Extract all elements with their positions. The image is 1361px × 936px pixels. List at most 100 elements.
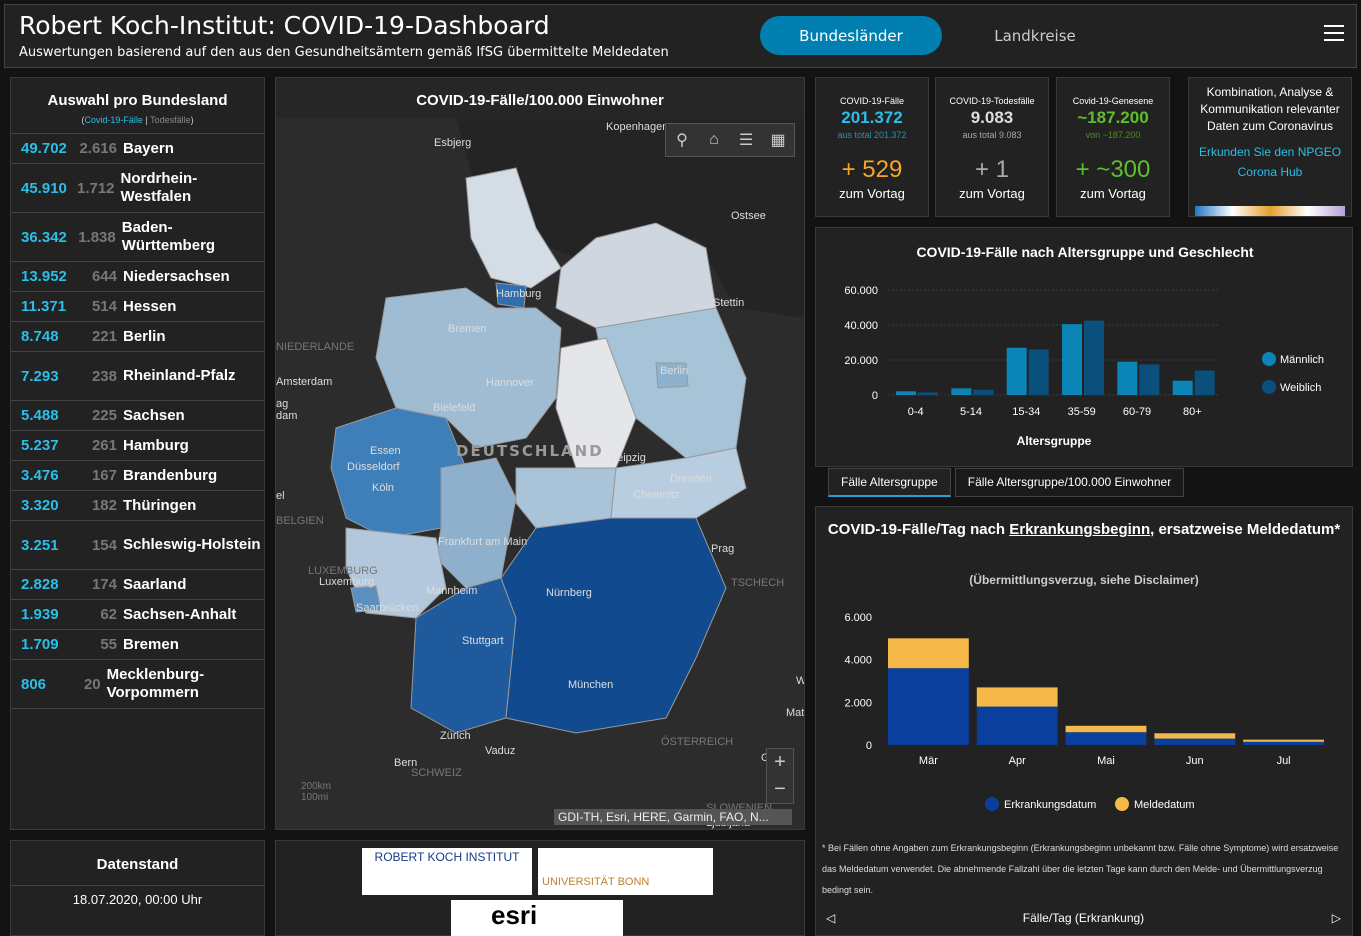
- map-label: dam: [276, 410, 297, 422]
- list-item[interactable]: 3.476 167 Brandenburg: [11, 461, 264, 491]
- map-label: Kopenhagen: [606, 121, 668, 133]
- map-label: ÖSTERREICH: [661, 736, 733, 748]
- map-attribution[interactable]: GDI-TH, Esri, HERE, Garmin, FAO, N...: [554, 809, 792, 825]
- legend-cases: Covid-19-Fälle: [84, 115, 143, 125]
- list-item-cases: 36.342: [21, 228, 67, 246]
- map-label: el: [276, 490, 285, 502]
- list-item[interactable]: 36.342 1.838 Baden-Württemberg: [11, 213, 264, 262]
- list-item[interactable]: 3.320 182 Thüringen: [11, 491, 264, 521]
- tab-faelle-altersgruppe[interactable]: Fälle Altersgruppe: [828, 468, 951, 497]
- map-label: LUXEMBURG: [308, 565, 378, 577]
- map-label: Amsterdam: [276, 376, 332, 388]
- map-canvas[interactable]: DEUTSCHLAND Kopenhagen Esbjerg Ostsee Hambu…: [276, 118, 805, 830]
- grid-icon[interactable]: ▦: [770, 132, 786, 149]
- x-tick-label: Mär: [919, 755, 938, 767]
- list-item[interactable]: 806 20 Mecklenburg-Vorpommern: [11, 660, 264, 709]
- list-item-deaths: 167: [91, 467, 117, 484]
- zoom-control: + −: [766, 748, 794, 804]
- list-item[interactable]: 1.939 62 Sachsen-Anhalt: [11, 600, 264, 630]
- map-label: Nürnberg: [546, 587, 592, 599]
- list-item[interactable]: 2.828 174 Saarland: [11, 570, 264, 600]
- hamburger-menu-icon[interactable]: [1324, 25, 1344, 43]
- x-tick-label: Jul: [1277, 755, 1291, 767]
- list-item[interactable]: 8.748 221 Berlin: [11, 322, 264, 352]
- map-label: Hannover: [486, 377, 534, 389]
- list-item[interactable]: 49.702 2.616 Bayern: [11, 134, 264, 164]
- list-item-deaths: 55: [100, 636, 117, 653]
- list-item-cases: 2.828: [21, 576, 59, 593]
- list-item[interactable]: 11.371 514 Hessen: [11, 292, 264, 322]
- rki-logo: ROBERT KOCH INSTITUT: [362, 848, 532, 895]
- y-tick-label: 40.000: [844, 320, 878, 332]
- bar-Apr-Meldedatum: [976, 687, 1058, 707]
- scale-km: 200km: [301, 781, 332, 792]
- search-icon[interactable]: ⚲: [676, 132, 688, 149]
- map-country-label: DEUTSCHLAND: [456, 442, 604, 460]
- day-title-link[interactable]: Erkrankungsbeginn: [1009, 521, 1151, 538]
- map-label: Chemnitz: [633, 489, 679, 501]
- bar-Jul-Erkrankungsdatum: [1243, 741, 1324, 745]
- map-label: Bielefeld: [433, 402, 475, 414]
- disclaimer: * Bei Fällen ohne Angaben zum Erkrankung…: [822, 843, 1339, 895]
- date-value: 18.07.2020, 00:00 Uhr: [72, 892, 203, 907]
- info-link-npgeo[interactable]: Erkunden Sie den NPGEO: [1198, 145, 1342, 159]
- tab-bundeslaender[interactable]: Bundesländer: [760, 16, 942, 55]
- map-title: COVID-19-Fälle/100.000 Einwohner: [416, 92, 664, 109]
- list-item-name: Bayern: [123, 139, 174, 157]
- map-label: G: [761, 752, 770, 764]
- list-item[interactable]: 7.293 238 Rheinland-Pfalz: [11, 352, 264, 401]
- list-item-name: Sachsen: [123, 406, 185, 424]
- map-scale: 200km 100mi: [301, 781, 331, 803]
- kpi-card: COVID-19-Fälle 201.372 aus total 201.372…: [815, 77, 929, 217]
- germany-map[interactable]: DEUTSCHLAND Kopenhagen Esbjerg Ostsee Hambu…: [276, 118, 805, 830]
- list-item[interactable]: 5.488 225 Sachsen: [11, 401, 264, 431]
- legend-marker: [1262, 352, 1276, 366]
- map-label: Matt: [786, 707, 805, 719]
- kpi-delta: + ~300: [1075, 156, 1151, 183]
- list-icon[interactable]: ☰: [738, 132, 754, 149]
- tab-landkreise[interactable]: Landkreise: [994, 26, 1076, 45]
- kpi-value: ~187.200: [1077, 108, 1149, 127]
- map-label: ag: [276, 398, 288, 410]
- next-arrow-icon[interactable]: ▷: [1331, 911, 1341, 925]
- zoom-in-button[interactable]: +: [774, 751, 786, 773]
- bar-35-59-Weiblich: [1084, 320, 1104, 395]
- map-label: Esbjerg: [434, 137, 471, 149]
- list-item-deaths: 174: [91, 576, 117, 593]
- info-image-strip: [1195, 206, 1345, 216]
- list-item-name: Hessen: [123, 297, 177, 315]
- list-item[interactable]: 45.910 1.712 Nordrhein-Westfalen: [11, 164, 264, 213]
- list-item[interactable]: 1.709 55 Bremen: [11, 630, 264, 660]
- bar-Jul-Meldedatum: [1243, 739, 1324, 742]
- list-item[interactable]: 5.237 261 Hamburg: [11, 431, 264, 461]
- list-item-name: Mecklenburg-Vorpommern: [106, 666, 205, 701]
- home-icon[interactable]: ⌂: [709, 131, 719, 148]
- list-item[interactable]: 13.952 644 Niedersachsen: [11, 262, 264, 292]
- y-tick-label: 60.000: [844, 285, 878, 297]
- y-tick-label: 0: [872, 390, 878, 402]
- scale-mi: 100mi: [301, 792, 329, 803]
- bar-Apr-Erkrankungsdatum: [976, 706, 1058, 745]
- list-item[interactable]: 3.251 154 Schleswig-Holstein: [11, 521, 264, 570]
- x-tick-label: 15-34: [1012, 406, 1040, 418]
- kpi-value: 201.372: [841, 108, 903, 127]
- region-schleswig-holstein: [465, 167, 562, 289]
- prev-arrow-icon[interactable]: ◁: [826, 911, 836, 925]
- map-label: Düsseldorf: [347, 461, 401, 473]
- bar-15-34-Weiblich: [1028, 349, 1049, 395]
- list-item-name: Rheinland-Pfalz: [123, 367, 236, 384]
- info-text: Kombination, Analyse & Kommunikation rel…: [1200, 85, 1340, 133]
- list-item-deaths: 2.616: [79, 140, 117, 157]
- map-label: Hamburg: [496, 288, 541, 300]
- map-label: NIEDERLANDE: [276, 341, 354, 353]
- map-label: Saarbrücken: [356, 602, 418, 614]
- map-panel: COVID-19-Fälle/100.000 Einwohner: [275, 77, 805, 830]
- y-tick-label: 4.000: [844, 655, 872, 667]
- tab-faelle-altersgruppe-100k[interactable]: Fälle Altersgruppe/100.000 Einwohner: [954, 468, 1185, 497]
- zoom-out-button[interactable]: −: [774, 778, 786, 800]
- kpi-label: Covid-19-Genesene: [1072, 96, 1154, 106]
- info-link-hub[interactable]: Corona Hub: [1237, 165, 1303, 179]
- bar-Mär-Meldedatum: [888, 638, 969, 669]
- map-label: TSCHECH: [731, 577, 784, 589]
- day-title-pre: COVID-19-Fälle/Tag nach: [827, 521, 1010, 538]
